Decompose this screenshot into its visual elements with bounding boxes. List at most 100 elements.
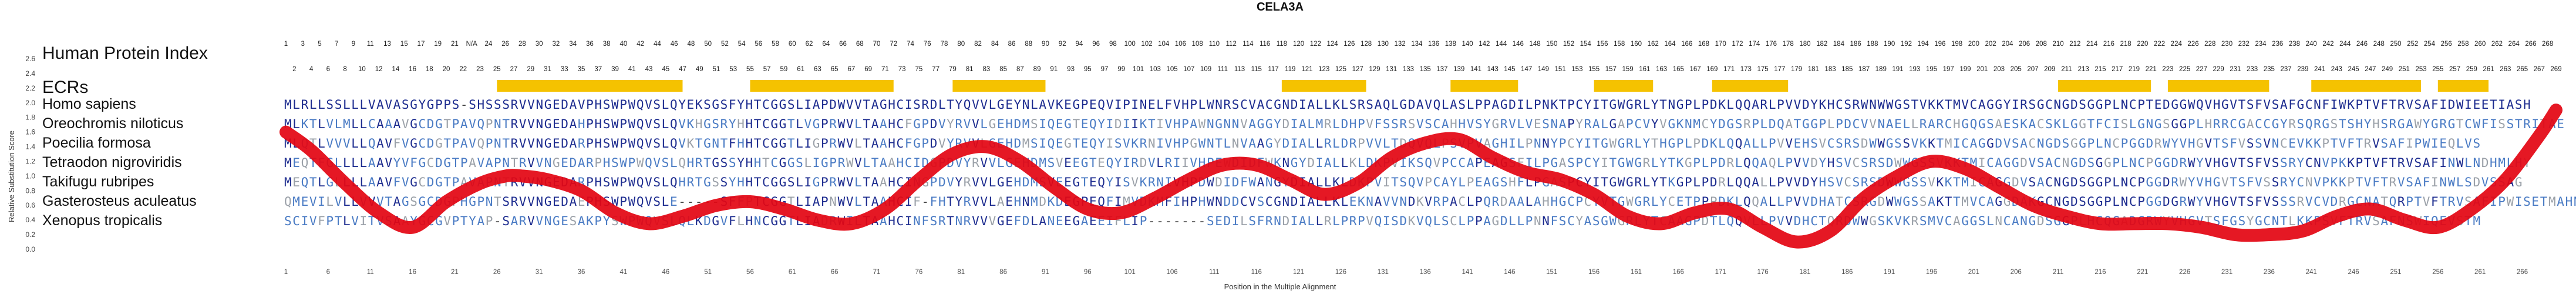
index-number: 186	[1850, 41, 1861, 48]
index-number: 101	[1133, 66, 1144, 73]
species-sequence: MEQTFGLLLLAAVYVFGCDGTPAVAPNTRVVNGEDARPHS…	[284, 156, 2531, 170]
index-number: 142	[1479, 41, 1490, 48]
index-number: 161	[1639, 66, 1650, 73]
species-sequence: MEQTLGLLLLAAVFVGCDGTPAVAPNTRVVNGEDARPHSW…	[284, 175, 2523, 189]
ecr-bar	[2437, 80, 2489, 92]
species-sequence: MLQTLVVVLLQAVFVGCDGTPAVQPNTRVVNGEDARPHSW…	[284, 136, 2480, 151]
index-number: 179	[1791, 66, 1802, 73]
x-tick-label: 41	[619, 269, 627, 276]
index-number: 260	[2474, 41, 2486, 48]
index-number: 90	[1042, 41, 1049, 48]
x-tick-label: 91	[1042, 269, 1049, 276]
index-number: 130	[1378, 41, 1389, 48]
index-number: 125	[1335, 66, 1346, 73]
index-number: 192	[1901, 41, 1912, 48]
x-tick-label: 236	[2264, 269, 2275, 276]
index-number: 51	[713, 66, 720, 73]
index-number: 28	[518, 41, 526, 48]
index-number: 6	[326, 66, 330, 73]
x-tick-label: 251	[2390, 269, 2401, 276]
index-number: 230	[2221, 41, 2232, 48]
ecr-bar	[952, 80, 1046, 92]
index-number: 147	[1521, 66, 1532, 73]
index-number: 9	[352, 41, 355, 48]
index-number: 227	[2196, 66, 2207, 73]
index-number: 178	[1783, 41, 1794, 48]
x-tick-label: 266	[2517, 269, 2528, 276]
index-number: 24	[485, 41, 493, 48]
index-number: 205	[2011, 66, 2022, 73]
x-tick-label: 16	[409, 269, 416, 276]
species-sequence: QMEVILVLLVVVTAGSGCDGPHGPNTSRVVNGEDAEPHSW…	[284, 195, 2576, 209]
index-number: 250	[2390, 41, 2401, 48]
index-number: 100	[1124, 41, 1136, 48]
index-number: 32	[552, 41, 560, 48]
index-number: 158	[1614, 41, 1625, 48]
x-tick-label: 161	[1631, 269, 1642, 276]
x-tick-label: 46	[662, 269, 669, 276]
index-number: 76	[924, 41, 931, 48]
index-number: 22	[459, 66, 467, 73]
index-number: 111	[1218, 66, 1228, 73]
index-number: 83	[982, 66, 990, 73]
index-number: 107	[1183, 66, 1194, 73]
index-number: 144	[1496, 41, 1507, 48]
index-number: 190	[1884, 41, 1895, 48]
index-number: 4	[309, 66, 314, 73]
index-number: 73	[898, 66, 906, 73]
x-tick-label: 216	[2095, 269, 2106, 276]
ecr-bar	[1281, 80, 1366, 92]
index-number: 71	[881, 66, 889, 73]
index-number: 153	[1571, 66, 1582, 73]
x-tick-label: 76	[915, 269, 922, 276]
ecr-bar	[2167, 80, 2269, 92]
x-tick-label: 256	[2432, 269, 2443, 276]
score-line	[280, 103, 2562, 249]
index-number: 173	[1740, 66, 1752, 73]
index-number: 132	[1394, 41, 1405, 48]
x-tick-label: 36	[578, 269, 585, 276]
index-number: 148	[1529, 41, 1540, 48]
index-number: 115	[1251, 66, 1262, 73]
index-number: 180	[1799, 41, 1810, 48]
x-tick-label: 261	[2474, 269, 2486, 276]
index-number: 5	[318, 41, 321, 48]
index-number: 97	[1101, 66, 1109, 73]
index-number: 136	[1428, 41, 1439, 48]
index-number: 242	[2322, 41, 2333, 48]
index-number: 207	[2027, 66, 2038, 73]
index-number: 267	[2534, 66, 2545, 73]
species-name: Takifugu rubripes	[42, 173, 154, 190]
index-number: 162	[1648, 41, 1659, 48]
index-number: 268	[2542, 41, 2553, 48]
ecrs-label: ECRs	[42, 78, 88, 97]
y-axis-label: Relative Substitution Score	[7, 131, 16, 222]
index-number: 103	[1150, 66, 1161, 73]
index-number: 257	[2449, 66, 2460, 73]
index-number: 127	[1352, 66, 1363, 73]
index-number: 216	[2103, 41, 2114, 48]
index-number: 159	[1622, 66, 1634, 73]
index-number: 259	[2466, 66, 2477, 73]
index-number: 262	[2491, 41, 2503, 48]
index-number: 25	[493, 66, 501, 73]
index-number: 126	[1343, 41, 1355, 48]
y-tick-label: 2.2	[25, 84, 35, 92]
x-tick-label: 6	[326, 269, 330, 276]
index-number: 86	[1008, 41, 1016, 48]
x-tick-label: 96	[1084, 269, 1092, 276]
x-tick-label: 121	[1293, 269, 1304, 276]
index-number: 21	[451, 41, 459, 48]
index-number: 105	[1166, 66, 1177, 73]
index-number: 19	[434, 41, 442, 48]
species-sequence: MLRLLSSLLLVAVASGYGPPS-SHSSSRVVNGEDAVPHSW…	[284, 98, 2531, 112]
index-number: 228	[2204, 41, 2215, 48]
x-tick-label: 31	[536, 269, 543, 276]
y-tick-label: 0.6	[25, 201, 35, 209]
index-number: 211	[2061, 66, 2072, 73]
index-number: 56	[755, 41, 762, 48]
y-tick-label: 1.4	[25, 143, 35, 151]
index-number: 204	[2002, 41, 2013, 48]
index-number: 89	[1033, 66, 1041, 73]
index-number: 197	[1943, 66, 1954, 73]
